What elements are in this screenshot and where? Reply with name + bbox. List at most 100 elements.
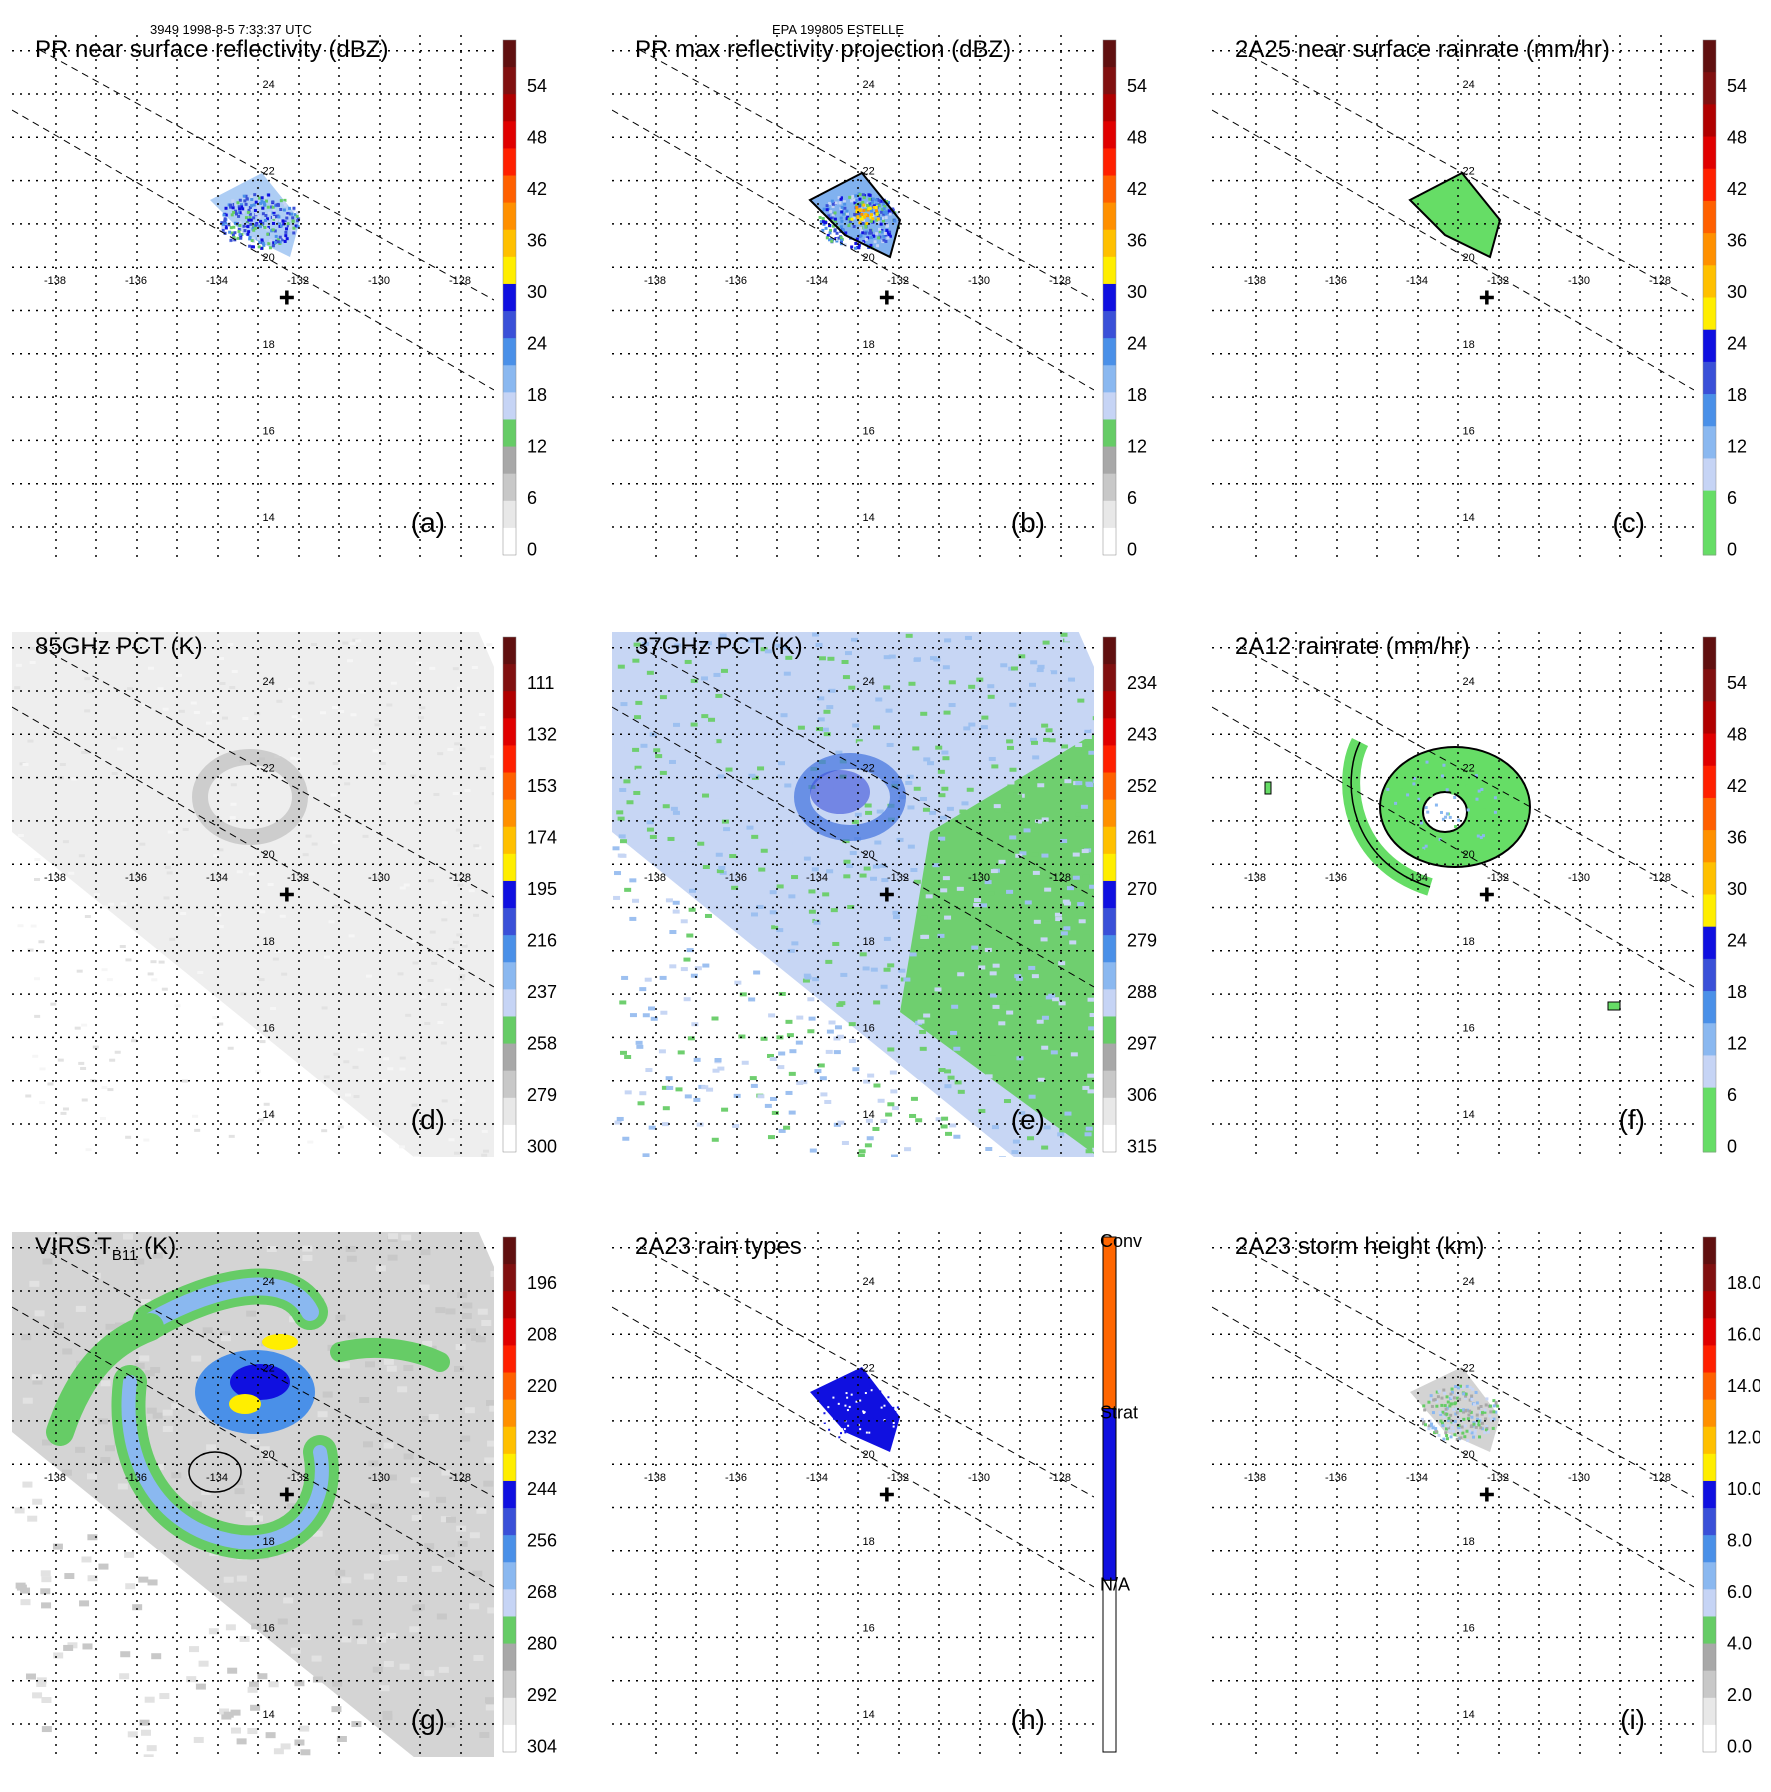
colorbar: 54 48 42 36 30 24 18 12 6 0 (1102, 39, 1147, 560)
panel-label: (h) (1011, 1704, 1045, 1735)
graticule: -138 -136 -134 -132 -130 -128 24 22 20 18 16 14 (12, 1232, 494, 1757)
lat-label: 18 (1463, 1536, 1475, 1548)
lat-label: 22 (263, 166, 275, 178)
orbit-time: 3949 1998-8-5 7:33:37 UTC (150, 22, 312, 37)
colorbar-tick: 24 (1727, 334, 1747, 354)
colorbar-tick: 12 (527, 437, 547, 457)
lon-label: -136 (725, 275, 747, 287)
colorbar-tick: 261 (1127, 828, 1157, 848)
colorbar-tick: 18 (1727, 982, 1747, 1002)
lon-label: -128 (1049, 1472, 1071, 1484)
colorbar-tick: 36 (1727, 828, 1747, 848)
lat-label: 20 (263, 252, 275, 264)
storm-center-icon (279, 290, 294, 305)
precip-feature (810, 1367, 900, 1452)
colorbar: 54 48 42 36 30 24 18 12 6 0 (502, 39, 547, 560)
storm-center-icon (879, 290, 894, 305)
lat-label: 18 (263, 936, 275, 948)
colorbar-tick: 252 (1127, 776, 1157, 796)
lon-label: -130 (1568, 275, 1590, 287)
lat-label: 24 (863, 676, 875, 688)
graticule: -138 -136 -134 -132 -130 -128 24 22 20 18 16 14 (1212, 632, 1694, 1157)
colorbar-tick: 18.0 (1727, 1273, 1760, 1293)
lon-label: -132 (1487, 872, 1509, 884)
panel-c: -138 -136 -134 -132 -130 -128 24 22 20 18 16 14 2A25… (1212, 35, 1747, 560)
colorbar-tick: 6 (1727, 488, 1737, 508)
colorbar-tick: 216 (527, 931, 557, 951)
lon-label: -134 (806, 275, 828, 287)
lon-label: -136 (725, 872, 747, 884)
colorbar-tick: 195 (527, 879, 557, 899)
colorbar-tick: Conv (1100, 1232, 1142, 1251)
swath-edge (612, 1306, 1094, 1588)
colorbar-tick: 2.0 (1727, 1685, 1752, 1705)
lon-label: -134 (806, 1472, 828, 1484)
colorbar: 234 243 252 261 270 279 288 297 306 315 (1102, 636, 1157, 1157)
colorbar-tick: 54 (1727, 76, 1747, 96)
lon-label: -134 (206, 872, 228, 884)
lat-label: 20 (1463, 1449, 1475, 1461)
colorbar-tick: 220 (527, 1376, 557, 1396)
lon-label: -136 (725, 1472, 747, 1484)
panel-title: PR max reflectivity projection (dBZ) (635, 36, 1011, 63)
panel-title: 2A25 near surface rainrate (mm/hr) (1235, 36, 1610, 63)
lat-label: 20 (1463, 849, 1475, 861)
lat-label: 14 (863, 512, 875, 524)
panel-b: -138 -136 -134 -132 -130 -128 24 22 20 18 16 14 PR m… (612, 35, 1147, 560)
colorbar-tick: 288 (1127, 982, 1157, 1002)
colorbar-tick: 234 (1127, 673, 1157, 693)
lon-label: -130 (368, 275, 390, 287)
panel-title: 37GHz PCT (K) (635, 633, 803, 660)
colorbar-tick: 42 (1727, 776, 1747, 796)
lat-label: 20 (1463, 252, 1475, 264)
colorbar-tick: 279 (1127, 931, 1157, 951)
storm-center-icon (879, 1487, 894, 1502)
lon-label: -132 (287, 872, 309, 884)
lat-label: 24 (263, 1276, 275, 1288)
lat-label: 18 (863, 936, 875, 948)
lat-label: 20 (863, 849, 875, 861)
panel-h: -138 -136 -134 -132 -130 -128 24 22 20 18 16 14 2A23… (612, 1232, 1142, 1757)
lon-label: -138 (1244, 275, 1266, 287)
lat-label: 14 (263, 1709, 275, 1721)
colorbar: 111 132 153 174 195 216 237 258 279 300 (502, 636, 557, 1157)
lat-label: 24 (1463, 79, 1475, 91)
swath-edge (1239, 1246, 1694, 1498)
colorbar-tick: 0 (1127, 540, 1137, 560)
lat-label: 22 (863, 1363, 875, 1375)
colorbar-tick: 132 (527, 725, 557, 745)
colorbar: 196 208 220 232 244 256 268 280 292 304 (502, 1236, 557, 1757)
colorbar-tick: 0 (1727, 1137, 1737, 1157)
lat-label: 22 (863, 763, 875, 775)
graticule: -138 -136 -134 -132 -130 -128 24 22 20 18 16 14 (612, 632, 1094, 1157)
lat-label: 20 (263, 1449, 275, 1461)
lat-label: 16 (263, 1622, 275, 1634)
lat-label: 24 (1463, 1276, 1475, 1288)
map-area (12, 49, 494, 391)
colorbar: 54 48 42 36 30 24 18 12 6 0 (1702, 636, 1747, 1157)
panel-d: -138 -136 -134 -132 -130 -128 24 22 20 18 16 14 85GH… (12, 632, 557, 1157)
swath-edge (39, 646, 494, 898)
colorbar-tick: 6 (527, 488, 537, 508)
colorbar-tick: 30 (1727, 282, 1747, 302)
colorbar-tick: 8.0 (1727, 1531, 1752, 1551)
swath-edge (1239, 646, 1694, 898)
map-area (1212, 1246, 1694, 1588)
lon-label: -136 (1325, 275, 1347, 287)
storm-center-icon (279, 1487, 294, 1502)
lat-label: 22 (1463, 1363, 1475, 1375)
swath-edge (39, 49, 494, 301)
lon-label: -138 (44, 872, 66, 884)
graticule: -138 -136 -134 -132 -130 -128 24 22 20 18 16 14 (1212, 1232, 1694, 1757)
lat-label: 20 (863, 1449, 875, 1461)
colorbar-tick: 48 (527, 128, 547, 148)
lon-label: -136 (125, 1472, 147, 1484)
lat-label: 22 (863, 166, 875, 178)
lat-label: 16 (263, 1022, 275, 1034)
swath-edge (639, 1246, 1094, 1498)
lon-label: -132 (287, 1472, 309, 1484)
colorbar: Conv Strat N/A (1100, 1232, 1142, 1753)
swath-edge (1212, 1306, 1694, 1588)
lat-label: 16 (263, 425, 275, 437)
colorbar-tick: 48 (1727, 725, 1747, 745)
